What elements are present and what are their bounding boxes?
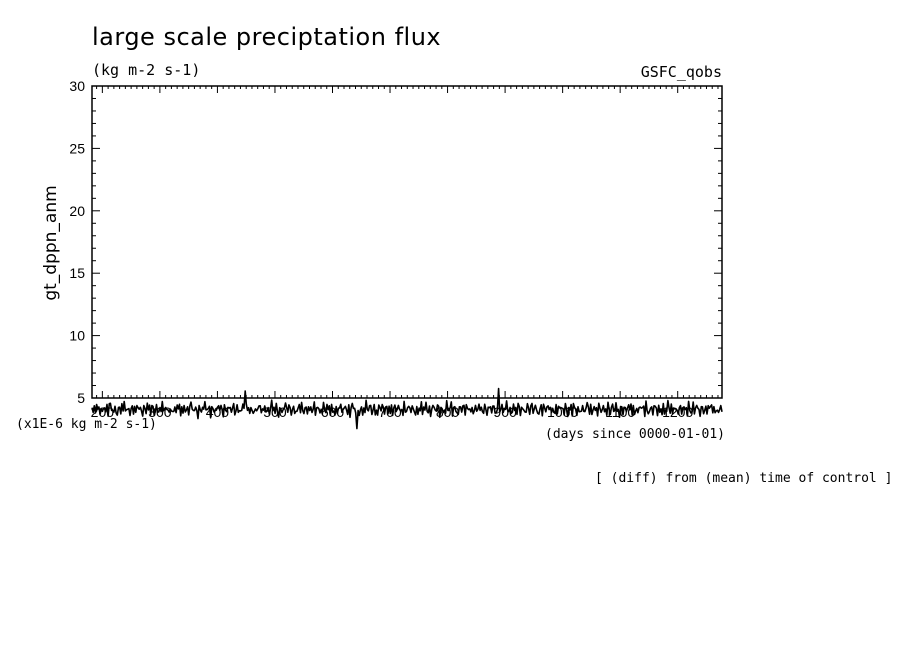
x-axis-label: (days since 0000-01-01): [545, 427, 725, 442]
y-tick-label: 10: [69, 328, 85, 344]
dataset-label: GSFC_qobs: [641, 63, 722, 81]
y-tick-label: 25: [69, 140, 85, 156]
y-tick-label: 20: [69, 203, 85, 219]
chart-title: large scale preciptation flux: [92, 23, 441, 51]
chart-units: (kg m-2 s-1): [92, 61, 200, 79]
y-tick-label: 5: [77, 390, 85, 406]
y-tick-label: 15: [69, 265, 85, 281]
series-line: [91, 387, 723, 430]
series-units-label: (x1E-6 kg m-2 s-1): [16, 417, 157, 432]
plot-frame: [91, 85, 723, 399]
tick-marks: [92, 85, 722, 399]
y-tick-labels: 30 25 20 15 10 5: [69, 78, 85, 406]
control-note: [ (diff) from (mean) time of control ]: [595, 471, 892, 486]
y-tick-label: 30: [69, 78, 85, 94]
y-axis-label: gt_dppn_anm: [41, 185, 61, 300]
